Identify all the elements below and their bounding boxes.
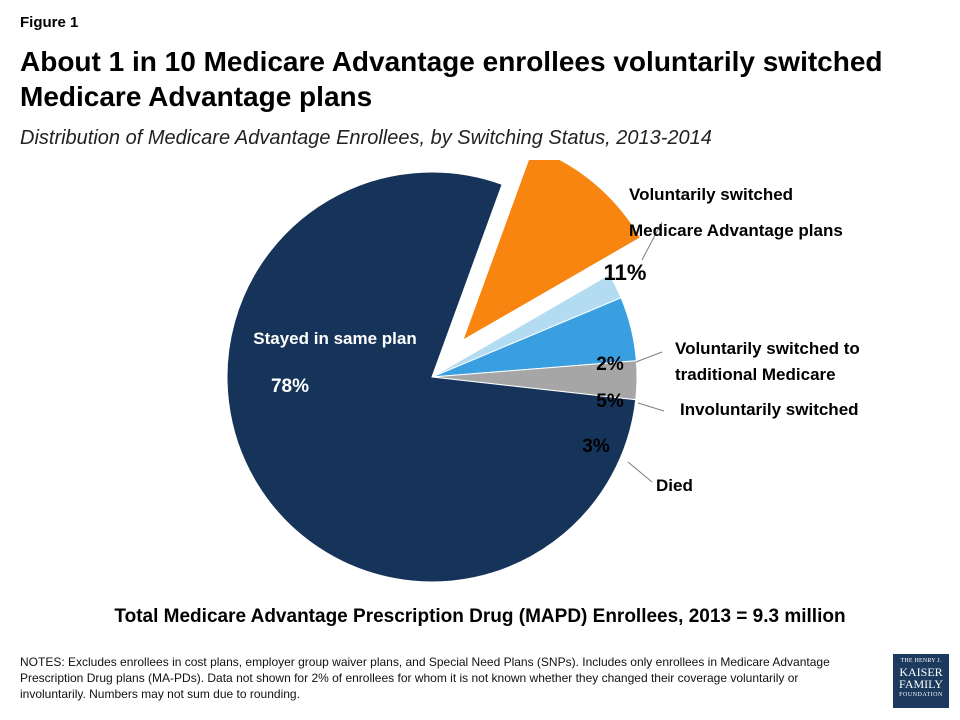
leader-line-involuntarily-switched xyxy=(637,402,665,412)
category-label-died: Died xyxy=(656,476,693,495)
category-label-voluntarily-switched-medicare-advantage-plans: Voluntarily switched Medicare Advantage p… xyxy=(629,185,843,240)
pie-chart: 11% Voluntarily switched Medicare Advantag… xyxy=(226,160,860,583)
data-label-voluntarily-switched-to-traditional-medicare: 2% xyxy=(596,354,624,375)
chart-subtitle: Distribution of Medicare Advantage Enrol… xyxy=(20,127,712,149)
category-label-involuntarily-switched: Involuntarily switched xyxy=(680,400,859,419)
leader-line-died xyxy=(627,461,653,483)
logo-line-1: THE HENRY J. xyxy=(900,658,942,664)
category-label-stayed-in-same-plan: Stayed in same plan xyxy=(253,329,416,348)
pie-slice-stayed-in-same-plan xyxy=(226,171,637,583)
category-label-voluntarily-switched-to-traditional-medicare: Voluntarily switched to traditional Medic… xyxy=(675,339,860,384)
logo-line-3: FAMILY xyxy=(899,677,943,691)
logo-line-4: FOUNDATION xyxy=(899,692,943,698)
notes-text: NOTES: Excludes enrollees in cost plans,… xyxy=(20,655,830,701)
data-label-involuntarily-switched: 5% xyxy=(596,391,624,412)
total-enrollees-label: Total Medicare Advantage Prescription Dr… xyxy=(114,606,846,627)
kff-logo: THE HENRY J. KAISER FAMILY FOUNDATION xyxy=(893,654,949,708)
logo-line-2: KAISER xyxy=(899,665,943,679)
figure-label: Figure 1 xyxy=(20,14,79,31)
chart-title: About 1 in 10 Medicare Advantage enrolle… xyxy=(20,46,883,112)
data-label-stayed-in-same-plan: 78% xyxy=(271,376,309,397)
data-label-voluntarily-switched-medicare-advantage-plans: 11% xyxy=(604,260,647,285)
data-label-died: 3% xyxy=(582,436,610,457)
pie-slice-voluntarily-switched-medicare-advantage-plans xyxy=(461,160,642,342)
leader-line-voluntarily-switched-to-traditional-medicare xyxy=(635,351,663,363)
leader-line-voluntarily-switched-medicare-advantage-plans xyxy=(641,221,663,261)
